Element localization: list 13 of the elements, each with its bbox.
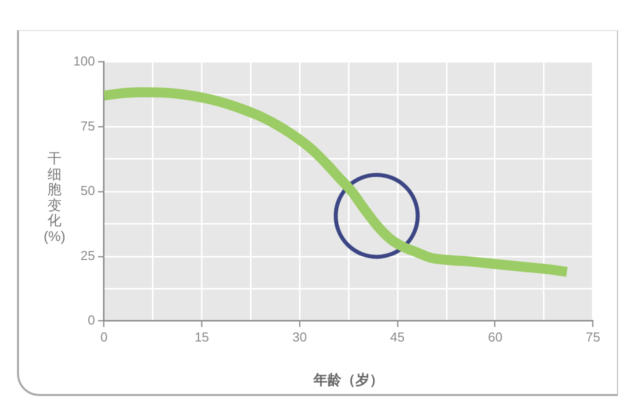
x-tick-label: 75 (586, 329, 600, 344)
x-tick-label: 0 (100, 329, 108, 344)
y-tick-label: 75 (80, 118, 95, 134)
y-tick-label: 50 (80, 183, 95, 198)
y-tick-label: 25 (80, 248, 95, 263)
x-axis-title: 年龄（岁） (312, 371, 384, 388)
x-tick-label: 45 (390, 329, 405, 344)
x-tick-label: 60 (488, 329, 502, 344)
y-axis-title: 干细胞变化 (%) (42, 150, 66, 244)
x-tick-label: 30 (292, 329, 307, 344)
x-tick-label: 15 (194, 329, 210, 344)
y-tick-label: 0 (88, 312, 95, 328)
y-tick-label: 100 (73, 54, 95, 69)
